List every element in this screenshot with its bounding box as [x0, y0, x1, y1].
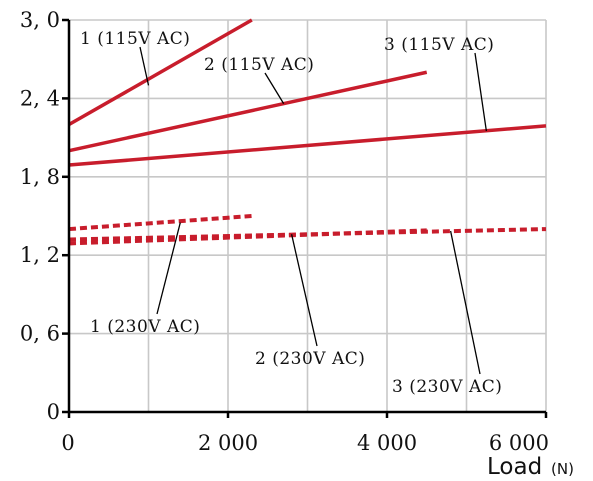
series-label-leader [290, 234, 318, 347]
x-tick-label: 6 000 [489, 431, 549, 455]
grid-lines [69, 19, 547, 412]
series-label-3: 3 (115V AC) [384, 35, 494, 55]
y-tick-label: 2, 4 [20, 86, 60, 110]
series-label-4: 1 (230V AC) [90, 317, 200, 337]
series-label-1: 1 (115V AC) [80, 29, 190, 49]
x-tick-label: 0 [61, 431, 74, 455]
series-label-2: 2 (115V AC) [204, 55, 314, 75]
y-tick-label: 1, 2 [20, 243, 60, 267]
series-label-leader [449, 230, 481, 375]
series-line-6 [68, 227, 547, 242]
y-tick-label: 0, 6 [20, 322, 60, 346]
x-axis-label: Load [487, 454, 542, 480]
series-labels: 1 (115V AC) 2 (115V AC) 3 (115V AC) 1 (230V… [80, 29, 502, 397]
series-label-leader [156, 222, 181, 315]
axes [62, 18, 548, 418]
series-label-leader [474, 52, 488, 132]
y-tick-label: 3, 0 [20, 8, 60, 32]
series-label-6: 3 (230V AC) [392, 377, 502, 397]
series-label-5: 2 (230V AC) [255, 349, 365, 369]
series-label-leader [264, 72, 285, 104]
label-leader-lines [139, 46, 488, 375]
x-tick-label: 4 000 [357, 431, 417, 455]
x-axis-unit: (N) [551, 460, 574, 478]
series-lines [68, 18, 547, 246]
y-tick-label: 1, 8 [20, 165, 60, 189]
series-line-1 [68, 18, 253, 127]
series-line-2 [68, 70, 428, 153]
series-label-leader [139, 46, 150, 86]
series-line-4 [68, 214, 252, 232]
series-line-3 [68, 124, 547, 167]
tick-labels: 0 0, 6 1, 2 1, 8 2, 4 3, 0 0 2 000 4 000 6 000 [20, 8, 549, 455]
x-tick-label: 2 000 [198, 431, 258, 455]
y-tick-label: 0 [47, 400, 60, 424]
